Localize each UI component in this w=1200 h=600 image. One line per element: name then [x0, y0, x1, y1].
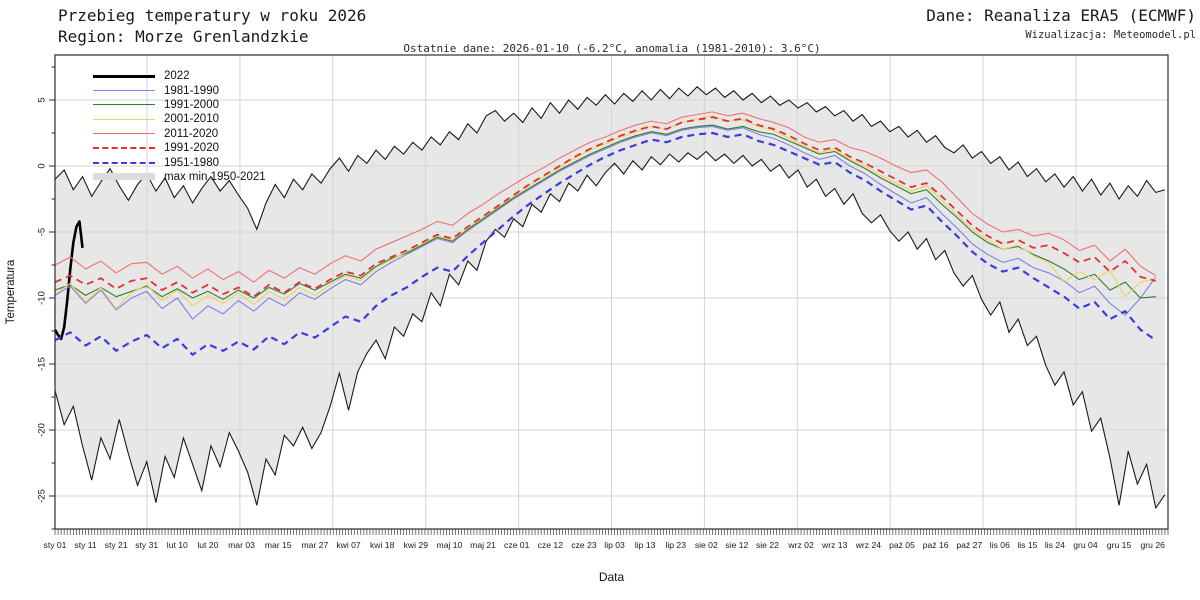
- legend-line-swatch: [93, 90, 155, 92]
- legend-label: 2022: [164, 70, 190, 83]
- legend-label: 1991-2000: [164, 98, 219, 111]
- legend-item: 2001-2010: [93, 112, 266, 126]
- x-tick-label: gru 15: [1107, 540, 1132, 550]
- legend-item: 1991-2020: [93, 141, 266, 155]
- legend-line-swatch: [93, 161, 155, 164]
- x-tick-label: kwi 18: [370, 540, 395, 550]
- legend-line-swatch: [93, 118, 155, 120]
- legend-item: 1981-1990: [93, 83, 266, 97]
- legend-band-swatch: [93, 173, 155, 181]
- legend-line-swatch: [93, 74, 155, 78]
- x-tick-label: sty 21: [105, 540, 128, 550]
- y-tick-label: -25: [37, 489, 48, 503]
- x-tick-label: sty 31: [135, 540, 158, 550]
- legend-item: 1951-1980: [93, 155, 266, 169]
- page-title: Przebieg temperatury w roku 2026: [58, 6, 367, 25]
- region-subtitle: Region: Morze Grenlandzkie: [58, 27, 309, 46]
- legend-item: 2022: [93, 69, 266, 83]
- x-tick-label: paź 05: [889, 540, 915, 550]
- x-tick-label: kwi 07: [336, 540, 361, 550]
- x-tick-label: lip 23: [665, 540, 686, 550]
- x-tick-label: wrz 24: [855, 540, 882, 550]
- x-tick-label: sie 22: [756, 540, 779, 550]
- series-line-1991-2000: [54, 124, 1156, 300]
- legend-line-swatch: [93, 104, 155, 106]
- x-tick-label: cze 12: [538, 540, 564, 550]
- x-tick-label: sty 01: [44, 540, 67, 550]
- x-tick-label: maj 21: [470, 540, 496, 550]
- y-axis-title: Temperatura: [5, 259, 17, 324]
- chart-legend: 2022 1981-1990 1991-2000 2001-2010 2011-2020…: [93, 69, 266, 184]
- x-tick-label: mar 03: [228, 540, 255, 550]
- legend-item: 2011-2020: [93, 127, 266, 141]
- legend-item: max min 1950-2021: [93, 170, 266, 184]
- x-tick-label: lip 13: [635, 540, 656, 550]
- visualization-credit: Wizualizacja: Meteomodel.pl: [1025, 29, 1196, 41]
- y-tick-label: 5: [37, 97, 48, 102]
- x-tick-label: paź 16: [923, 540, 949, 550]
- x-tick-label: cze 01: [504, 540, 530, 550]
- x-tick-label: sie 02: [695, 540, 718, 550]
- x-tick-label: gru 26: [1141, 540, 1166, 550]
- legend-item: 1991-2000: [93, 98, 266, 112]
- x-tick-label: paź 27: [956, 540, 982, 550]
- x-tick-label: lis 24: [1045, 540, 1065, 550]
- legend-line-swatch: [93, 133, 155, 135]
- x-tick-label: maj 10: [437, 540, 463, 550]
- y-tick-label: -15: [37, 357, 48, 371]
- x-tick-label: lis 15: [1017, 540, 1037, 550]
- series-line-1951-1980: [54, 131, 1157, 356]
- last-data-subtitle: Ostatnie dane: 2026-01-10 (-6.2°C, anoma…: [403, 42, 821, 55]
- legend-label: 2001-2010: [164, 113, 219, 126]
- legend-line-swatch: [93, 147, 155, 150]
- x-tick-label: mar 27: [302, 540, 329, 550]
- legend-label: 1981-1990: [164, 84, 219, 97]
- y-tick-label: 0: [37, 163, 48, 168]
- legend-label: 1991-2020: [164, 142, 219, 155]
- x-tick-label: sie 12: [725, 540, 748, 550]
- x-tick-label: lip 03: [604, 540, 625, 550]
- legend-label: max min 1950-2021: [164, 170, 266, 183]
- x-tick-label: sty 11: [74, 540, 97, 550]
- x-axis-title: Data: [599, 570, 625, 584]
- x-tick-label: cze 23: [571, 540, 597, 550]
- legend-label: 1951-1980: [164, 156, 219, 169]
- x-tick-label: lut 10: [167, 540, 188, 550]
- series-line-1981-1990: [54, 125, 1157, 320]
- x-tick-label: lis 06: [990, 540, 1010, 550]
- data-source-label: Dane: Reanaliza ERA5 (ECMWF): [926, 6, 1196, 25]
- band-min-line: [54, 150, 1166, 510]
- x-tick-label: wrz 13: [821, 540, 848, 550]
- y-tick-label: -10: [37, 291, 48, 305]
- legend-label: 2011-2020: [164, 127, 219, 140]
- x-tick-label: kwi 29: [404, 540, 429, 550]
- x-tick-label: mar 15: [265, 540, 292, 550]
- series-line-2001-2010: [54, 115, 1156, 310]
- y-tick-label: -20: [37, 423, 48, 437]
- band-max-line: [54, 86, 1166, 231]
- x-tick-label: wrz 02: [787, 540, 814, 550]
- x-tick-label: lut 20: [197, 540, 218, 550]
- x-tick-label: gru 04: [1073, 540, 1098, 550]
- series-line-2011-2020: [54, 111, 1157, 283]
- series-line-1991-2020: [54, 116, 1156, 298]
- y-tick-label: -5: [37, 228, 48, 236]
